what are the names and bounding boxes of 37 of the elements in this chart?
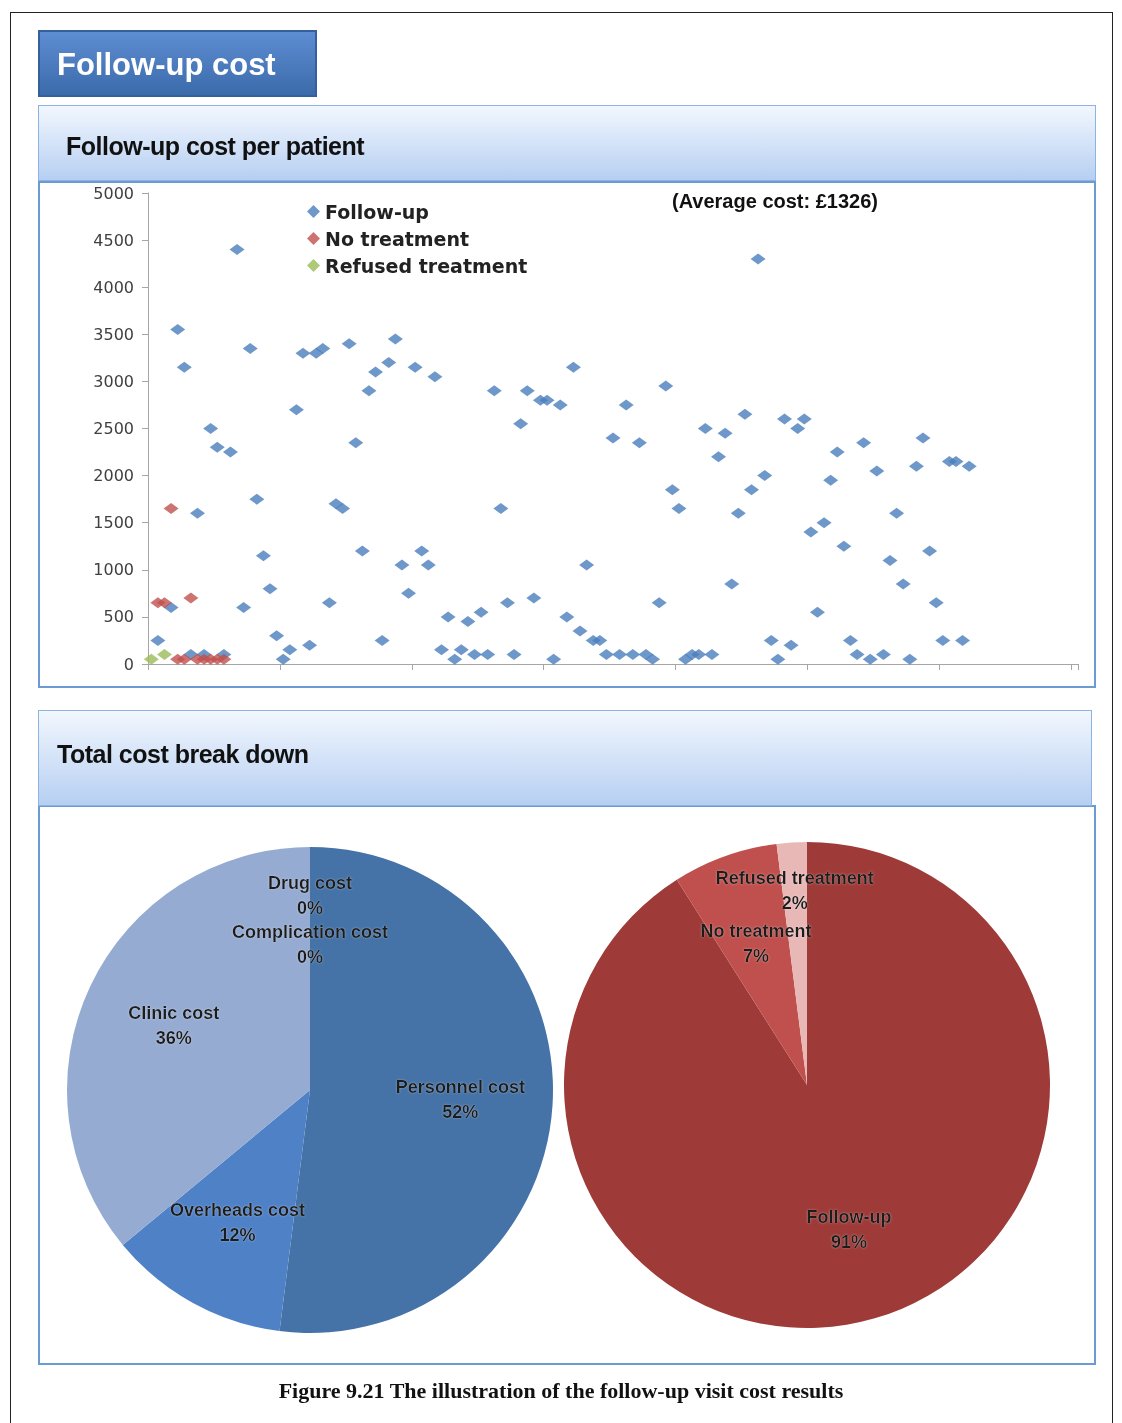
y-tick-label: 3500 <box>93 324 134 344</box>
legend-label: No treatment <box>325 227 470 250</box>
legend-label: Refused treatment <box>325 254 528 277</box>
y-tick-label: 4500 <box>93 230 134 250</box>
point <box>143 653 159 665</box>
chart-subtitle: Follow-up cost per patient <box>38 105 1096 181</box>
slice-label: Follow-up <box>806 1207 892 1228</box>
annotation: (Average cost: £1326) <box>671 190 879 212</box>
chart-title: Follow-up cost <box>38 30 317 97</box>
y-tick-label: 500 <box>103 607 134 627</box>
y-tick-label: 0 <box>123 654 134 674</box>
slice-label: Personnel cost <box>395 1076 525 1097</box>
category-label: Complication cost <box>231 921 389 942</box>
data-label: 12% <box>219 1224 256 1245</box>
chart-title: Total cost break down <box>38 710 1092 806</box>
data-label: 91% <box>831 1232 868 1253</box>
y-tick-label: 2000 <box>93 466 134 486</box>
point <box>156 649 172 661</box>
y-tick-label: 1000 <box>93 560 134 580</box>
data-label: 7% <box>742 945 769 966</box>
text: 0% <box>296 946 324 967</box>
y-tick-label: 3000 <box>93 371 134 391</box>
slice-label: Clinic cost <box>128 1003 220 1024</box>
legend-label: Follow-up <box>325 200 429 223</box>
point <box>216 653 232 665</box>
category-label: Drug cost <box>267 873 353 894</box>
point <box>183 592 199 604</box>
caption: Figure 9.21 The illustration of the follow-up visit cost results <box>277 1378 845 1404</box>
y-tick-label: 1500 <box>93 513 134 533</box>
point <box>163 503 179 515</box>
y-tick-label: 5000 <box>93 183 134 203</box>
text: 0% <box>296 898 324 919</box>
y-tick-label: 4000 <box>93 277 134 297</box>
data-label: 52% <box>442 1101 479 1122</box>
slice-label: Overheads cost <box>169 1199 305 1220</box>
y-tick-label: 2500 <box>93 419 134 438</box>
data-label: 36% <box>155 1028 192 1049</box>
